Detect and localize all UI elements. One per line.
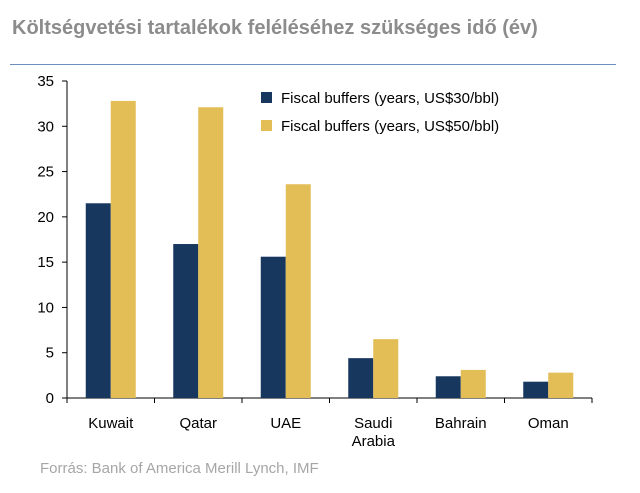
y-tick-label: 0 [46,390,54,407]
x-tick-label: UAE [270,415,301,432]
legend-swatch [261,120,272,131]
legend-label: Fiscal buffers (years, US$50/bbl) [281,118,499,135]
y-tick-label: 30 [37,118,54,135]
bar-usd30 [348,358,374,398]
chart-title: Költségvetési tartalékok feléléséhez szü… [12,17,538,39]
y-tick-label: 20 [37,209,54,226]
y-tick-label: 5 [46,345,54,362]
y-tick-label: 10 [37,299,54,316]
legend-label: Fiscal buffers (years, US$30/bbl) [281,90,499,107]
y-tick-label: 15 [37,254,54,271]
y-tick-label: 35 [37,73,54,90]
y-tick-label: 25 [37,164,54,181]
x-tick-label: Oman [528,415,569,432]
bar-usd30 [260,256,286,398]
bar-usd50 [548,372,574,398]
x-tick-label: Qatar [179,415,217,432]
legend-swatch [261,92,272,103]
bar-usd30 [173,244,199,398]
x-tick-label: Kuwait [88,415,134,432]
bar-usd30 [85,203,111,398]
bar-usd30 [523,381,549,398]
bar-usd50 [198,107,224,398]
x-tick-label: Bahrain [435,415,487,432]
bar-usd30 [435,376,461,398]
bar-usd50 [373,339,399,398]
bar-usd50 [460,369,486,398]
bar-usd50 [285,184,311,398]
source-note: Forrás: Bank of America Merill Lynch, IM… [40,460,319,477]
x-tick-label: Saudi Arabia [352,415,396,450]
bar-usd50 [110,100,136,398]
title-divider [10,64,616,65]
